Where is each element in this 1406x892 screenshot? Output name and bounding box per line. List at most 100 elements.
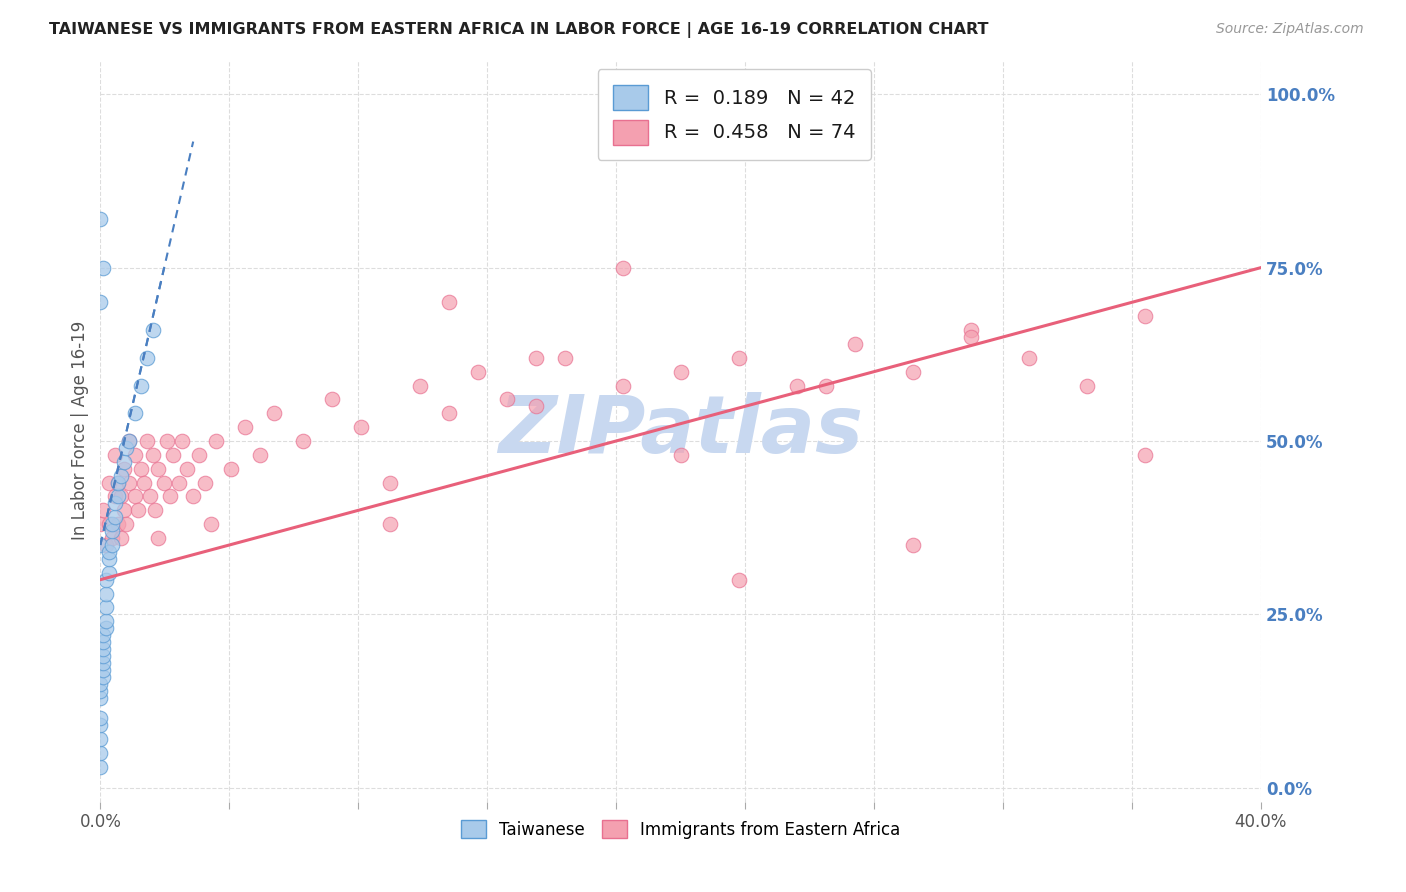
Point — [176, 461, 198, 475]
Point — [89, 683, 111, 698]
Point — [112, 503, 135, 517]
Point — [263, 406, 285, 420]
Point — [96, 600, 118, 615]
Point — [91, 260, 114, 275]
Point — [98, 517, 121, 532]
Point — [124, 448, 146, 462]
Point — [107, 490, 129, 504]
Point — [408, 378, 430, 392]
Point — [1133, 309, 1156, 323]
Point — [124, 490, 146, 504]
Point — [91, 656, 114, 670]
Point — [901, 538, 924, 552]
Point — [786, 378, 808, 392]
Point — [89, 295, 111, 310]
Point — [959, 330, 981, 344]
Point — [669, 365, 692, 379]
Point — [98, 475, 121, 490]
Point — [89, 517, 111, 532]
Legend: Taiwanese, Immigrants from Eastern Africa: Taiwanese, Immigrants from Eastern Afric… — [454, 814, 907, 846]
Point — [901, 365, 924, 379]
Point — [89, 718, 111, 732]
Point — [104, 448, 127, 462]
Point — [110, 468, 132, 483]
Point — [727, 351, 749, 365]
Point — [96, 538, 118, 552]
Point — [91, 628, 114, 642]
Point — [148, 461, 170, 475]
Point — [1133, 448, 1156, 462]
Point — [96, 573, 118, 587]
Point — [101, 517, 124, 532]
Point — [219, 461, 242, 475]
Point — [89, 212, 111, 227]
Text: TAIWANESE VS IMMIGRANTS FROM EASTERN AFRICA IN LABOR FORCE | AGE 16-19 CORRELATI: TAIWANESE VS IMMIGRANTS FROM EASTERN AFR… — [49, 22, 988, 38]
Point — [727, 573, 749, 587]
Point — [96, 586, 118, 600]
Point — [235, 420, 257, 434]
Point — [350, 420, 373, 434]
Point — [249, 448, 271, 462]
Point — [110, 531, 132, 545]
Point — [98, 552, 121, 566]
Point — [104, 496, 127, 510]
Point — [101, 524, 124, 538]
Point — [118, 434, 141, 448]
Text: Source: ZipAtlas.com: Source: ZipAtlas.com — [1216, 22, 1364, 37]
Y-axis label: In Labor Force | Age 16-19: In Labor Force | Age 16-19 — [72, 321, 89, 541]
Point — [380, 517, 402, 532]
Point — [292, 434, 315, 448]
Point — [159, 490, 181, 504]
Point — [89, 711, 111, 725]
Point — [127, 503, 149, 517]
Point — [132, 475, 155, 490]
Point — [104, 490, 127, 504]
Point — [118, 434, 141, 448]
Point — [380, 475, 402, 490]
Point — [467, 365, 489, 379]
Point — [153, 475, 176, 490]
Point — [112, 461, 135, 475]
Point — [495, 392, 517, 407]
Point — [98, 545, 121, 559]
Point — [89, 676, 111, 690]
Point — [89, 538, 111, 552]
Point — [89, 760, 111, 774]
Point — [437, 406, 460, 420]
Point — [115, 517, 138, 532]
Point — [112, 455, 135, 469]
Point — [437, 295, 460, 310]
Point — [89, 690, 111, 705]
Point — [162, 448, 184, 462]
Point — [205, 434, 228, 448]
Point — [101, 531, 124, 545]
Point — [167, 475, 190, 490]
Point — [959, 323, 981, 337]
Point — [96, 621, 118, 635]
Point — [524, 351, 547, 365]
Point — [844, 337, 866, 351]
Point — [129, 461, 152, 475]
Point — [181, 490, 204, 504]
Point — [124, 406, 146, 420]
Point — [104, 510, 127, 524]
Point — [612, 260, 634, 275]
Text: ZIPatlas: ZIPatlas — [498, 392, 863, 469]
Point — [89, 732, 111, 747]
Point — [107, 475, 129, 490]
Point — [91, 642, 114, 657]
Point — [194, 475, 217, 490]
Point — [170, 434, 193, 448]
Point — [101, 538, 124, 552]
Point — [91, 670, 114, 684]
Point — [142, 323, 165, 337]
Point — [110, 490, 132, 504]
Point — [135, 434, 157, 448]
Point — [188, 448, 211, 462]
Point — [91, 648, 114, 663]
Point — [200, 517, 222, 532]
Point — [138, 490, 160, 504]
Point — [142, 448, 165, 462]
Point — [145, 503, 167, 517]
Point — [129, 378, 152, 392]
